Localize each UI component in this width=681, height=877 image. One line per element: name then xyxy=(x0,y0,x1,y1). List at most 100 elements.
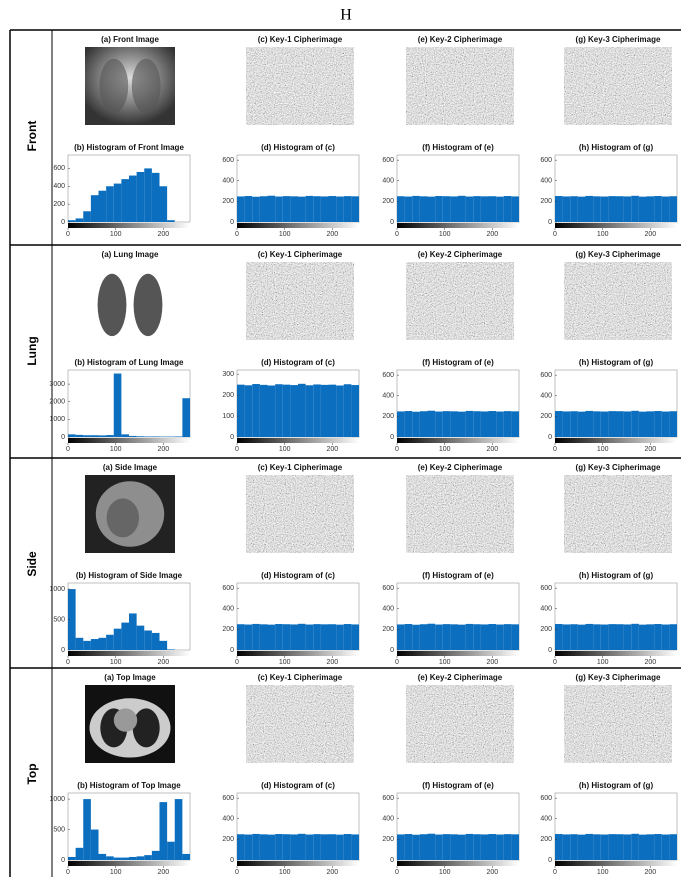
histogram-title: (f) Histogram of (e) xyxy=(422,143,494,152)
histogram-bar xyxy=(428,834,436,860)
y-tick-label: 200 xyxy=(222,836,234,843)
histogram-bar xyxy=(555,834,563,860)
lung-shape xyxy=(98,274,127,336)
histogram-bar xyxy=(450,834,458,860)
y-tick-label: 0 xyxy=(230,219,234,226)
histogram-bar xyxy=(496,835,504,860)
histogram-bar xyxy=(336,625,344,650)
x-tick-label: 200 xyxy=(486,231,498,238)
y-tick-label: 400 xyxy=(540,816,552,823)
x-tick-label: 100 xyxy=(439,446,451,453)
histogram-bar xyxy=(252,624,260,650)
image-title: (a) Top Image xyxy=(104,673,156,682)
histogram-bar xyxy=(511,411,519,437)
histogram-bar xyxy=(669,624,677,650)
x-tick-label: 100 xyxy=(110,659,122,666)
histogram-bar xyxy=(586,834,594,860)
histogram-bar xyxy=(237,624,245,650)
histogram-bar xyxy=(616,834,624,860)
histogram-bar xyxy=(578,412,586,437)
histogram-bar xyxy=(593,624,601,650)
histogram-bar xyxy=(586,624,594,650)
histogram-title: (h) Histogram of (g) xyxy=(579,571,654,580)
histogram-bar xyxy=(329,385,337,437)
colorbar xyxy=(237,223,359,228)
histogram-bar xyxy=(435,625,443,650)
histogram-bar xyxy=(91,830,99,860)
x-tick-label: 200 xyxy=(644,659,656,666)
y-tick-label: 600 xyxy=(540,157,552,164)
histogram-bar xyxy=(601,197,609,222)
x-tick-label: 0 xyxy=(235,659,239,666)
histogram-bar xyxy=(443,411,451,437)
y-tick-label: 1000 xyxy=(49,796,65,803)
histogram-bar xyxy=(68,220,76,222)
histogram-bar xyxy=(121,434,129,437)
histogram-bar xyxy=(466,411,474,437)
histogram-bar xyxy=(260,196,268,222)
histogram-bar xyxy=(555,196,563,222)
histogram-bar xyxy=(647,834,655,860)
histogram-bar xyxy=(578,835,586,860)
histogram-bar xyxy=(639,412,647,437)
histogram-bar xyxy=(608,834,616,860)
image-bg xyxy=(85,47,175,125)
x-tick-label: 0 xyxy=(235,446,239,453)
source-image xyxy=(85,685,175,763)
y-tick-label: 200 xyxy=(540,836,552,843)
colorbar xyxy=(555,438,677,443)
histogram-bar xyxy=(298,834,306,860)
histogram-bar xyxy=(344,384,352,437)
histogram-bar xyxy=(68,434,76,437)
x-tick-label: 200 xyxy=(326,659,338,666)
histogram-bar xyxy=(329,834,337,860)
x-tick-label: 0 xyxy=(553,659,557,666)
y-tick-label: 600 xyxy=(382,157,394,164)
y-tick-label: 200 xyxy=(53,201,65,208)
x-tick-label: 0 xyxy=(66,869,70,876)
x-tick-label: 0 xyxy=(395,231,399,238)
histogram-title: (b) Histogram of Top Image xyxy=(77,781,181,790)
colorbar xyxy=(555,223,677,228)
y-tick-label: 600 xyxy=(382,795,394,802)
histogram-bar xyxy=(129,176,137,222)
histogram-bar xyxy=(160,641,168,650)
plot-area xyxy=(68,370,190,437)
histogram-bar xyxy=(563,411,571,437)
histogram-bar xyxy=(351,196,359,222)
row-label: Side xyxy=(25,551,39,577)
histogram-bar xyxy=(631,411,639,437)
y-tick-label: 200 xyxy=(382,626,394,633)
x-tick-label: 100 xyxy=(439,659,451,666)
histogram-bar xyxy=(593,411,601,437)
cipher-image xyxy=(564,685,672,763)
y-tick-label: 200 xyxy=(222,198,234,205)
y-tick-label: 400 xyxy=(382,606,394,613)
histogram-bar xyxy=(275,834,283,860)
histogram-bar xyxy=(252,384,260,437)
histogram-bar xyxy=(99,854,107,860)
histogram-bar xyxy=(458,196,466,222)
histogram-bar xyxy=(473,624,481,650)
histogram-bar xyxy=(144,631,152,650)
histogram-bar xyxy=(268,196,276,222)
x-tick-label: 200 xyxy=(157,659,169,666)
histogram-bar xyxy=(662,835,670,860)
histogram-bar xyxy=(306,385,314,437)
histogram-bar xyxy=(260,624,268,650)
image-title: (a) Front Image xyxy=(101,35,159,44)
colorbar xyxy=(237,438,359,443)
y-tick-label: 400 xyxy=(382,393,394,400)
histogram-bar xyxy=(175,436,183,437)
histogram-bar xyxy=(450,196,458,222)
y-tick-label: 600 xyxy=(540,795,552,802)
histogram-bar xyxy=(669,834,677,860)
histogram-bar xyxy=(245,625,253,650)
histogram-title: (f) Histogram of (e) xyxy=(422,781,494,790)
histogram-bar xyxy=(458,412,466,437)
histogram-bar xyxy=(563,196,571,222)
y-tick-label: 400 xyxy=(222,816,234,823)
histogram-bar xyxy=(290,834,298,860)
x-tick-label: 0 xyxy=(553,869,557,876)
histogram-bar xyxy=(313,196,321,222)
